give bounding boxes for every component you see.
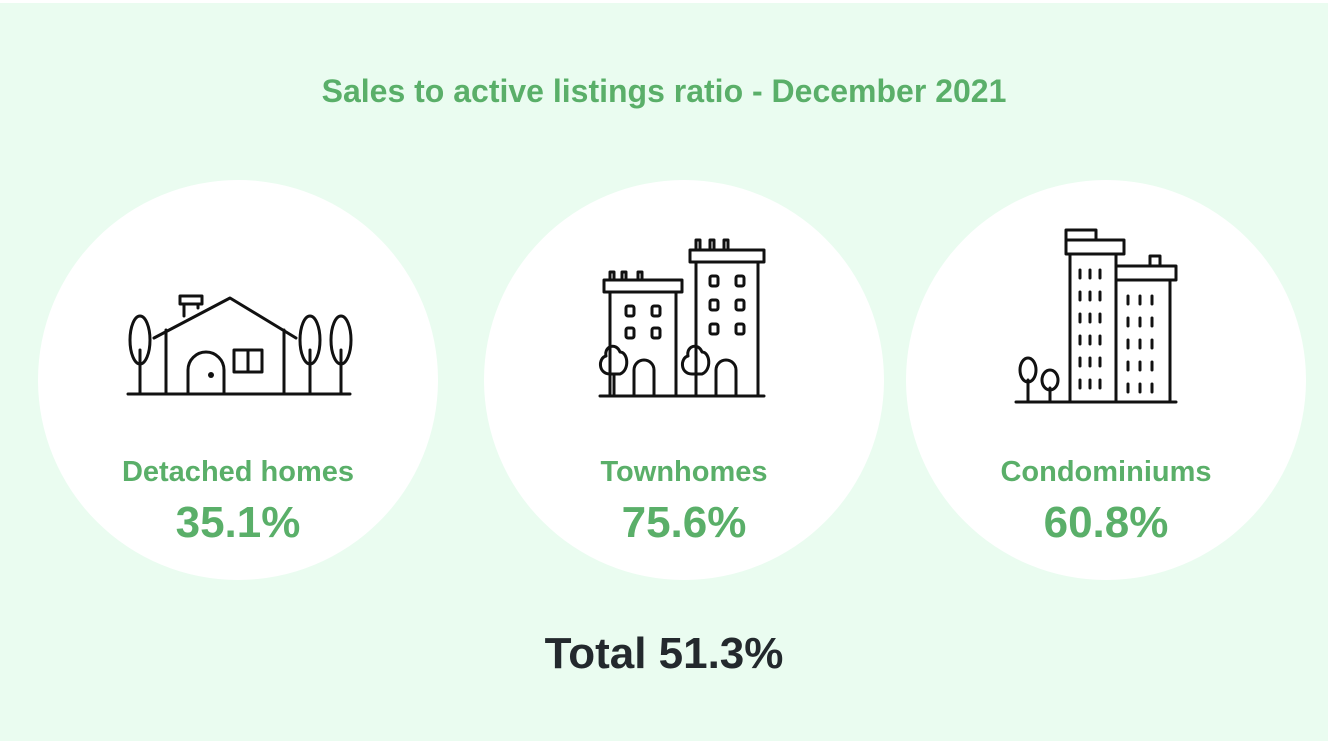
condominiums-card: Condominiums 60.8% <box>906 180 1306 580</box>
page-title: Sales to active listings ratio - Decembe… <box>321 73 1007 109</box>
category-value: 35.1% <box>175 498 301 547</box>
townhouse-buildings-icon <box>598 238 766 398</box>
category-label: Detached homes <box>121 456 355 488</box>
category-value: 60.8% <box>1043 498 1169 547</box>
category-label: Townhomes <box>600 456 768 488</box>
townhomes-card: Townhomes 75.6% <box>484 180 884 580</box>
category-value: 75.6% <box>621 498 747 547</box>
total-value: Total 51.3% <box>544 629 784 678</box>
condo-towers-icon <box>1014 228 1178 404</box>
detached-homes-card: Detached homes 35.1% <box>38 180 438 580</box>
house-with-trees-icon <box>126 294 353 396</box>
infographic-panel: Sales to active listings ratio - Decembe… <box>0 3 1328 741</box>
category-label: Condominiums <box>1000 456 1212 488</box>
